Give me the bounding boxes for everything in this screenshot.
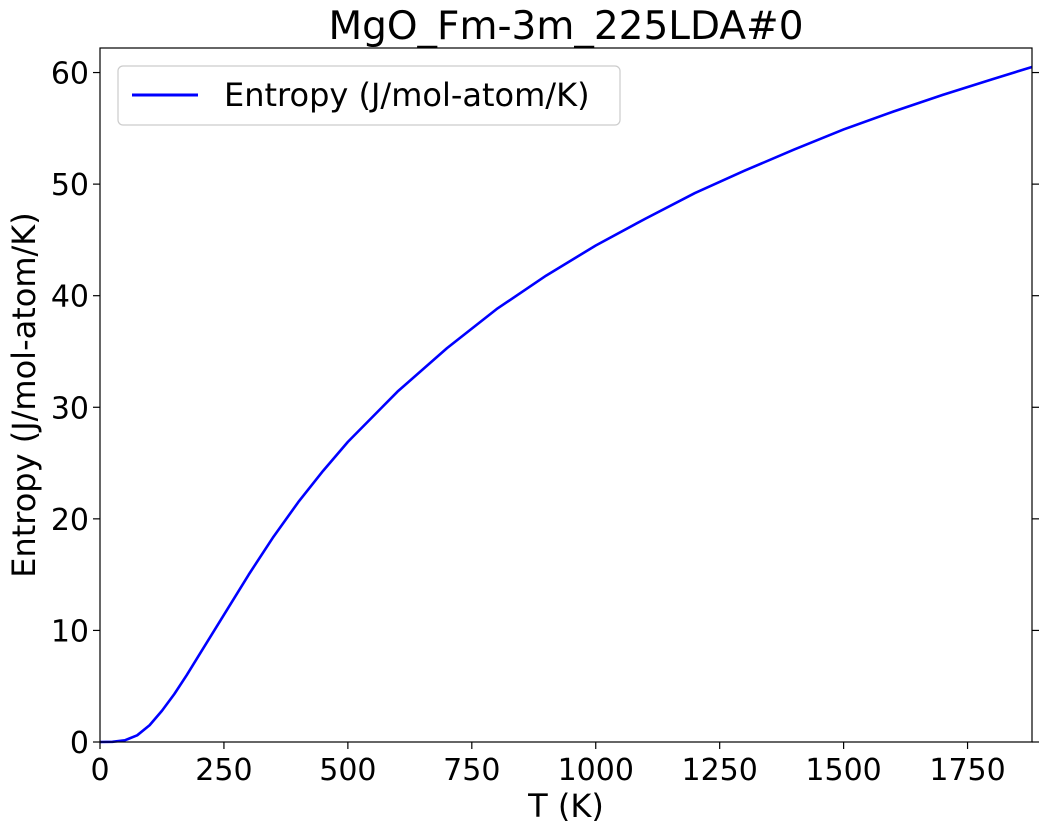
- y-tick-label: 0: [70, 726, 89, 761]
- x-tick-label: 1750: [929, 753, 1005, 788]
- x-tick-label: 1000: [558, 753, 634, 788]
- y-tick-label: 40: [51, 280, 89, 315]
- x-tick-label: 0: [90, 753, 109, 788]
- legend: Entropy (J/mol-atom/K): [117, 65, 621, 126]
- y-tick-label: 30: [51, 391, 89, 426]
- y-tick-label: 20: [51, 503, 89, 538]
- x-tick-label: 1250: [682, 753, 758, 788]
- plot-frame: [99, 47, 1033, 743]
- y-axis-ticks: 0 10 20 30 40 50 60: [51, 57, 1039, 761]
- x-tick-label: 500: [319, 753, 376, 788]
- series-line-entropy: [99, 65, 1033, 744]
- y-tick-label: 60: [51, 57, 89, 92]
- x-tick-label: 750: [443, 753, 500, 788]
- x-tick-label: 250: [195, 753, 252, 788]
- legend-box: [117, 65, 621, 126]
- series-layer: [99, 65, 1033, 744]
- x-axis-label: T (K): [527, 787, 604, 825]
- chart-title: MgO_Fm-3m_225LDA#0: [328, 4, 803, 49]
- y-axis-label: Entropy (J/mol-atom/K): [5, 212, 43, 578]
- x-axis-ticks: 0 250 500 750 1000 1250 1500 1750: [90, 742, 1006, 788]
- y-tick-label: 10: [51, 614, 89, 649]
- x-tick-label: 1500: [805, 753, 881, 788]
- legend-label-entropy: Entropy (J/mol-atom/K): [224, 76, 590, 114]
- y-tick-label: 50: [51, 168, 89, 203]
